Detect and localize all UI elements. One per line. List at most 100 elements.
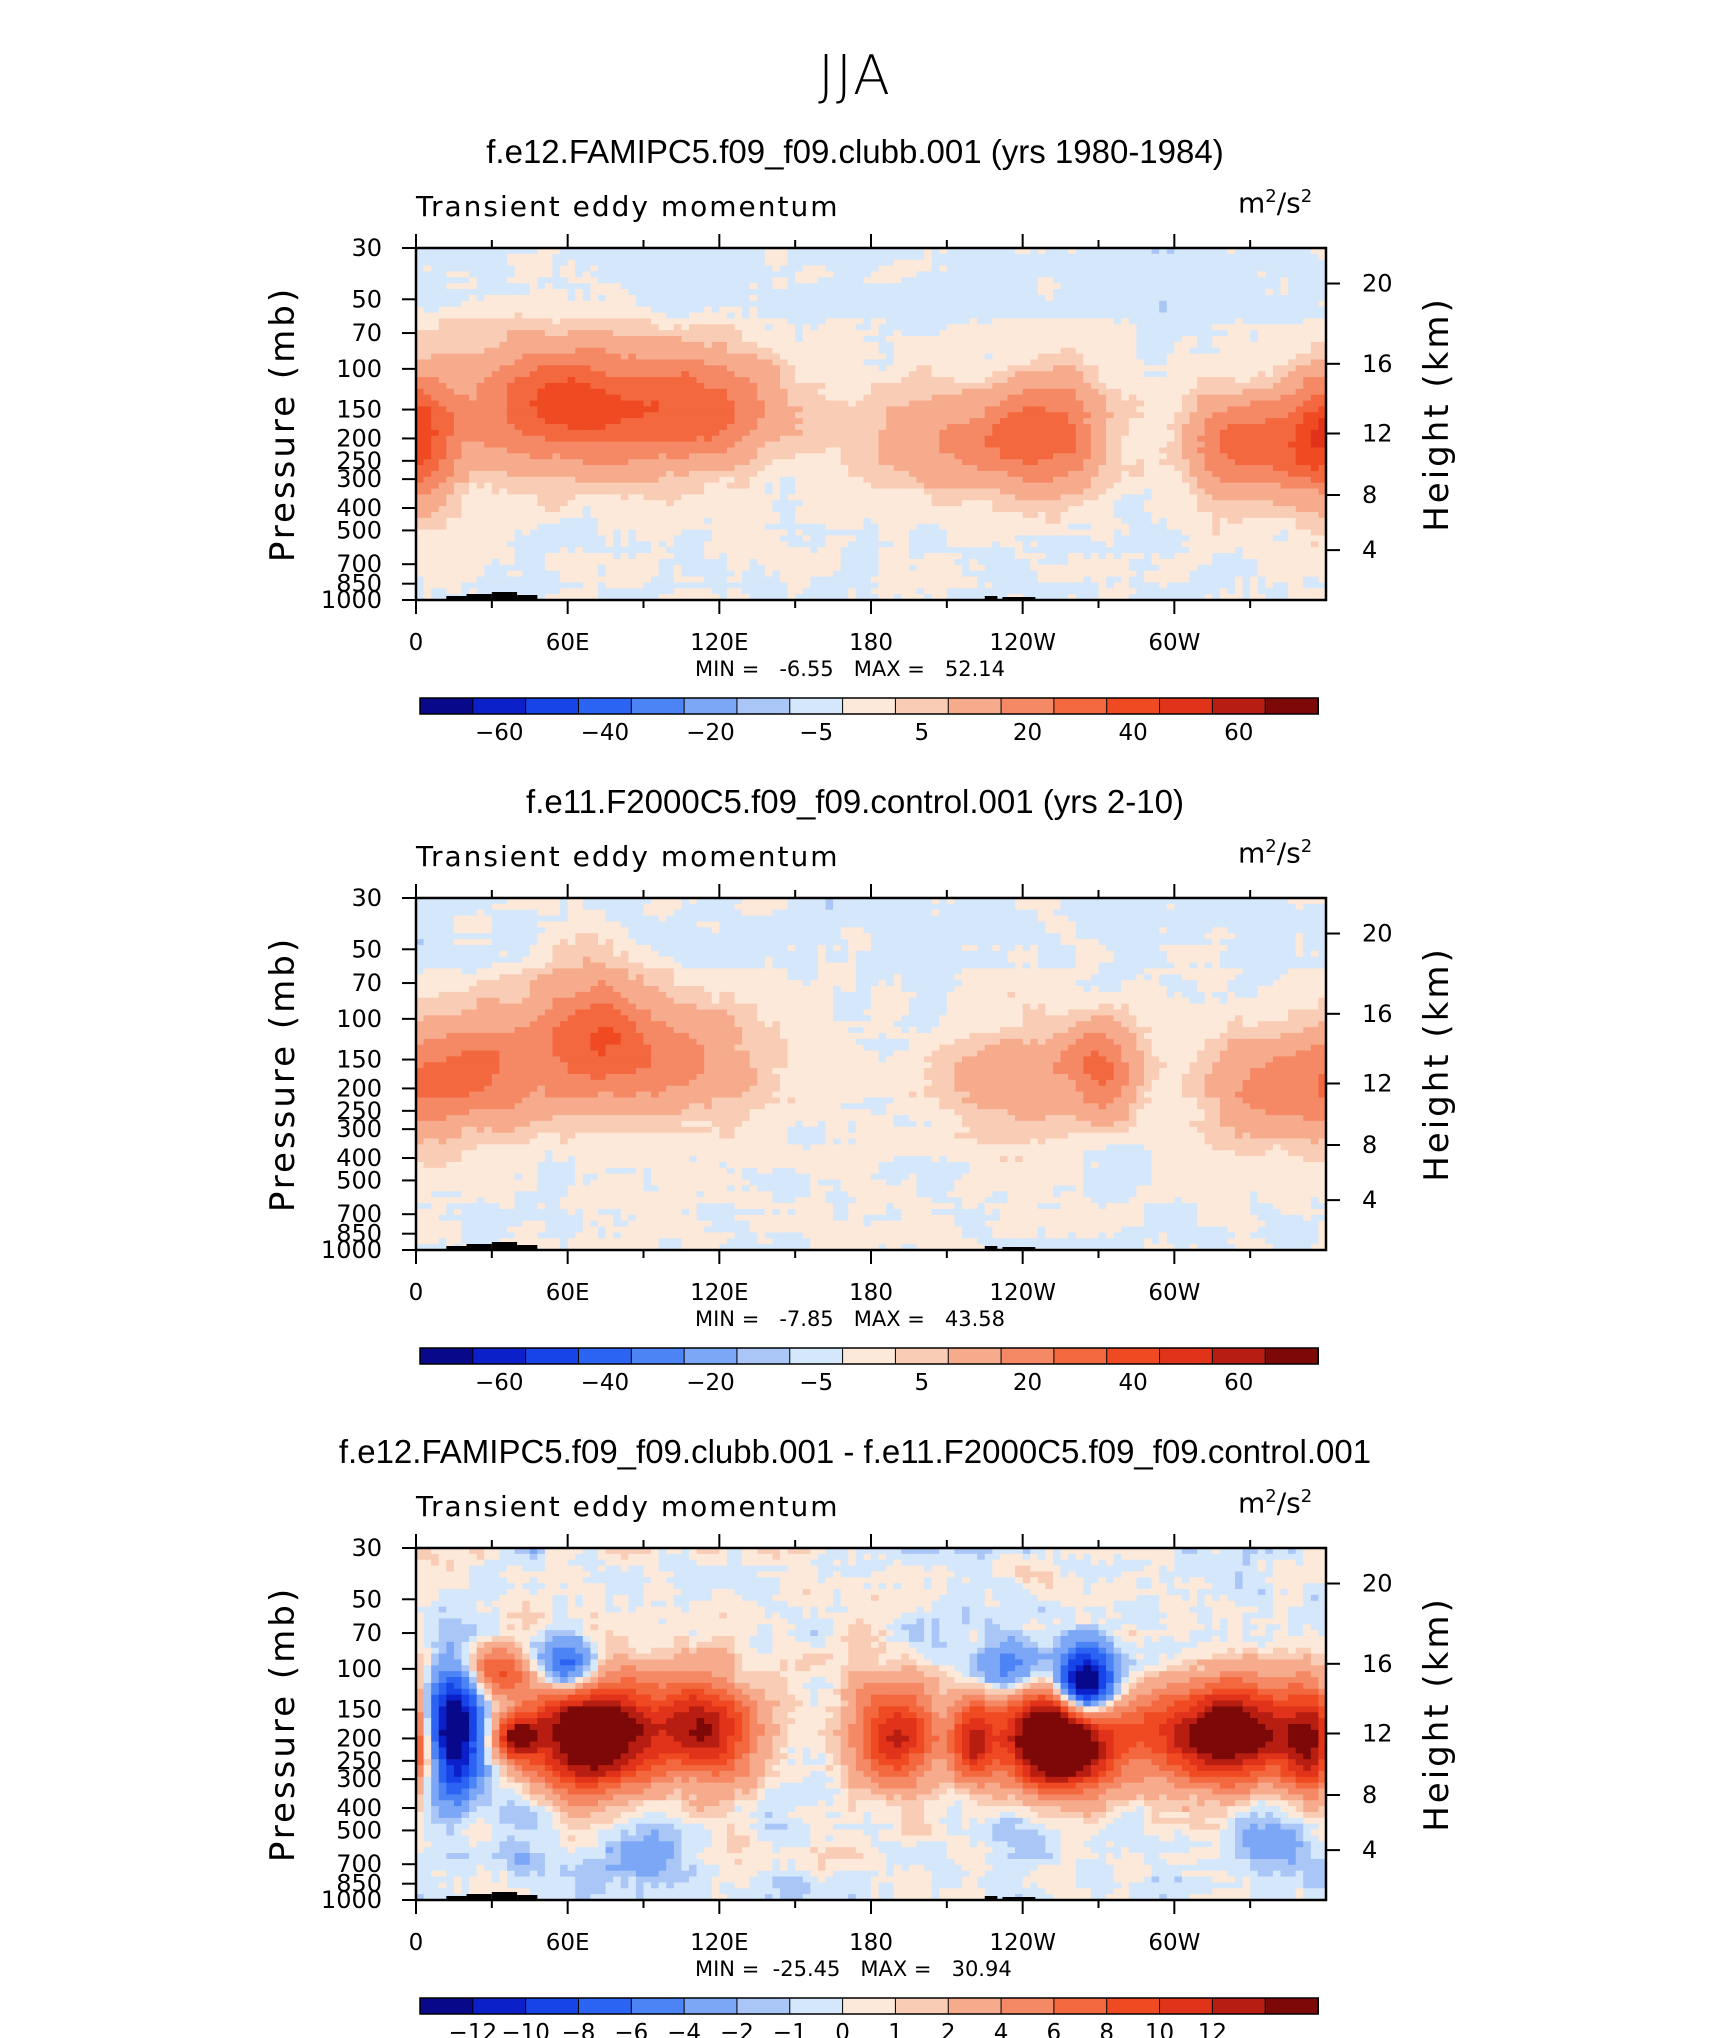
contour-cell bbox=[1068, 424, 1076, 430]
contour-cell bbox=[1038, 430, 1046, 436]
contour-cell bbox=[1023, 330, 1031, 336]
contour-cell bbox=[1258, 354, 1266, 360]
contour-cell bbox=[886, 401, 894, 407]
contour-cell bbox=[484, 412, 492, 418]
contour-cell bbox=[909, 324, 917, 330]
contour-cell bbox=[1220, 248, 1228, 254]
contour-cell bbox=[560, 442, 568, 448]
contour-cell bbox=[446, 260, 454, 266]
contour-cell bbox=[871, 365, 879, 371]
contour-cell bbox=[1281, 436, 1289, 442]
contour-cell bbox=[1205, 348, 1213, 354]
contour-cell bbox=[886, 266, 894, 272]
contour-cell bbox=[1182, 289, 1190, 295]
contour-cell bbox=[1136, 295, 1144, 301]
contour-cell bbox=[689, 430, 697, 436]
contour-cell bbox=[560, 248, 568, 254]
contour-cell bbox=[651, 301, 659, 307]
contour-cell bbox=[568, 418, 576, 424]
contour-cell bbox=[545, 383, 553, 389]
contour-cell bbox=[628, 406, 636, 412]
contour-cell bbox=[992, 395, 1000, 401]
contour-cell bbox=[947, 389, 955, 395]
contour-cell bbox=[681, 313, 689, 319]
contour-cell bbox=[833, 365, 841, 371]
contour-cell bbox=[446, 401, 454, 407]
contour-cell bbox=[439, 324, 447, 330]
contour-cell bbox=[1288, 389, 1296, 395]
contour-cell bbox=[507, 401, 515, 407]
contour-cell bbox=[1038, 318, 1046, 324]
contour-cell bbox=[515, 365, 523, 371]
contour-cell bbox=[939, 348, 947, 354]
contour-cell bbox=[1311, 271, 1319, 277]
contour-cell bbox=[484, 324, 492, 330]
contour-cell bbox=[742, 266, 750, 272]
contour-cell bbox=[788, 254, 796, 260]
contour-cell bbox=[1023, 318, 1031, 324]
contour-cell bbox=[530, 318, 538, 324]
contour-cell bbox=[568, 430, 576, 436]
contour-cell bbox=[1288, 342, 1296, 348]
contour-cell bbox=[431, 354, 439, 360]
contour-cell bbox=[1250, 336, 1258, 342]
contour-cell bbox=[454, 359, 462, 365]
contour-cell bbox=[970, 254, 978, 260]
contour-cell bbox=[484, 295, 492, 301]
contour-cell bbox=[1038, 383, 1046, 389]
contour-cell bbox=[416, 442, 424, 448]
contour-cell bbox=[439, 266, 447, 272]
contour-cell bbox=[1220, 406, 1228, 412]
contour-cell bbox=[1129, 406, 1137, 412]
contour-cell bbox=[590, 348, 598, 354]
contour-cell bbox=[841, 354, 849, 360]
contour-cell bbox=[462, 307, 470, 313]
contour-cell bbox=[560, 330, 568, 336]
contour-cell bbox=[553, 271, 561, 277]
contour-cell bbox=[1190, 383, 1198, 389]
contour-cell bbox=[560, 283, 568, 289]
contour-cell bbox=[1045, 318, 1053, 324]
contour-cell bbox=[954, 248, 962, 254]
contour-cell bbox=[939, 248, 947, 254]
contour-cell bbox=[1205, 395, 1213, 401]
contour-cell bbox=[553, 254, 561, 260]
contour-cell bbox=[1129, 295, 1137, 301]
contour-cell bbox=[1212, 436, 1220, 442]
contour-cell bbox=[1023, 348, 1031, 354]
contour-cell bbox=[841, 266, 849, 272]
contour-cell bbox=[454, 365, 462, 371]
contour-cell bbox=[939, 289, 947, 295]
contour-cell bbox=[1174, 318, 1182, 324]
contour-cell bbox=[719, 248, 727, 254]
contour-cell bbox=[757, 248, 765, 254]
contour-cell bbox=[697, 342, 705, 348]
contour-cell bbox=[681, 418, 689, 424]
contour-cell bbox=[697, 248, 705, 254]
contour-cell bbox=[1159, 359, 1167, 365]
contour-cell bbox=[886, 418, 894, 424]
contour-cell bbox=[788, 289, 796, 295]
contour-cell bbox=[1053, 254, 1061, 260]
contour-cell bbox=[1265, 295, 1273, 301]
contour-cell bbox=[1053, 365, 1061, 371]
contour-cell bbox=[917, 271, 925, 277]
contour-cell bbox=[833, 324, 841, 330]
contour-cell bbox=[1311, 430, 1319, 436]
contour-cell bbox=[712, 442, 720, 448]
contour-cell bbox=[985, 359, 993, 365]
contour-cell bbox=[1152, 318, 1160, 324]
contour-cell bbox=[795, 283, 803, 289]
contour-cell bbox=[515, 436, 523, 442]
contour-cell bbox=[1152, 313, 1160, 319]
contour-cell bbox=[909, 418, 917, 424]
contour-cell bbox=[522, 295, 530, 301]
contour-cell bbox=[1136, 271, 1144, 277]
contour-cell bbox=[947, 377, 955, 383]
contour-cell bbox=[545, 260, 553, 266]
contour-cell bbox=[492, 254, 500, 260]
contour-cell bbox=[674, 406, 682, 412]
contour-cell bbox=[856, 277, 864, 283]
contour-cell bbox=[636, 277, 644, 283]
contour-cell bbox=[1083, 348, 1091, 354]
